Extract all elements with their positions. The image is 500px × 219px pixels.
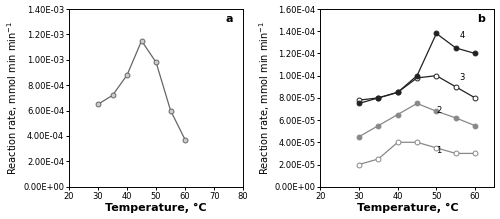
Text: 3: 3 xyxy=(460,73,465,82)
X-axis label: Temperature, °C: Temperature, °C xyxy=(356,203,458,214)
X-axis label: Temperature, °C: Temperature, °C xyxy=(106,203,207,214)
Text: b: b xyxy=(477,14,485,24)
Text: 2: 2 xyxy=(436,106,442,115)
Y-axis label: Reaction rate, mmol min $\mathregular{min^{-1}}$: Reaction rate, mmol min $\mathregular{mi… xyxy=(6,21,20,175)
Y-axis label: Reaction rate, mmol min $\mathregular{min^{-1}}$: Reaction rate, mmol min $\mathregular{mi… xyxy=(257,21,272,175)
Text: 4: 4 xyxy=(460,31,465,40)
Text: 1: 1 xyxy=(436,146,442,155)
Text: a: a xyxy=(226,14,234,24)
